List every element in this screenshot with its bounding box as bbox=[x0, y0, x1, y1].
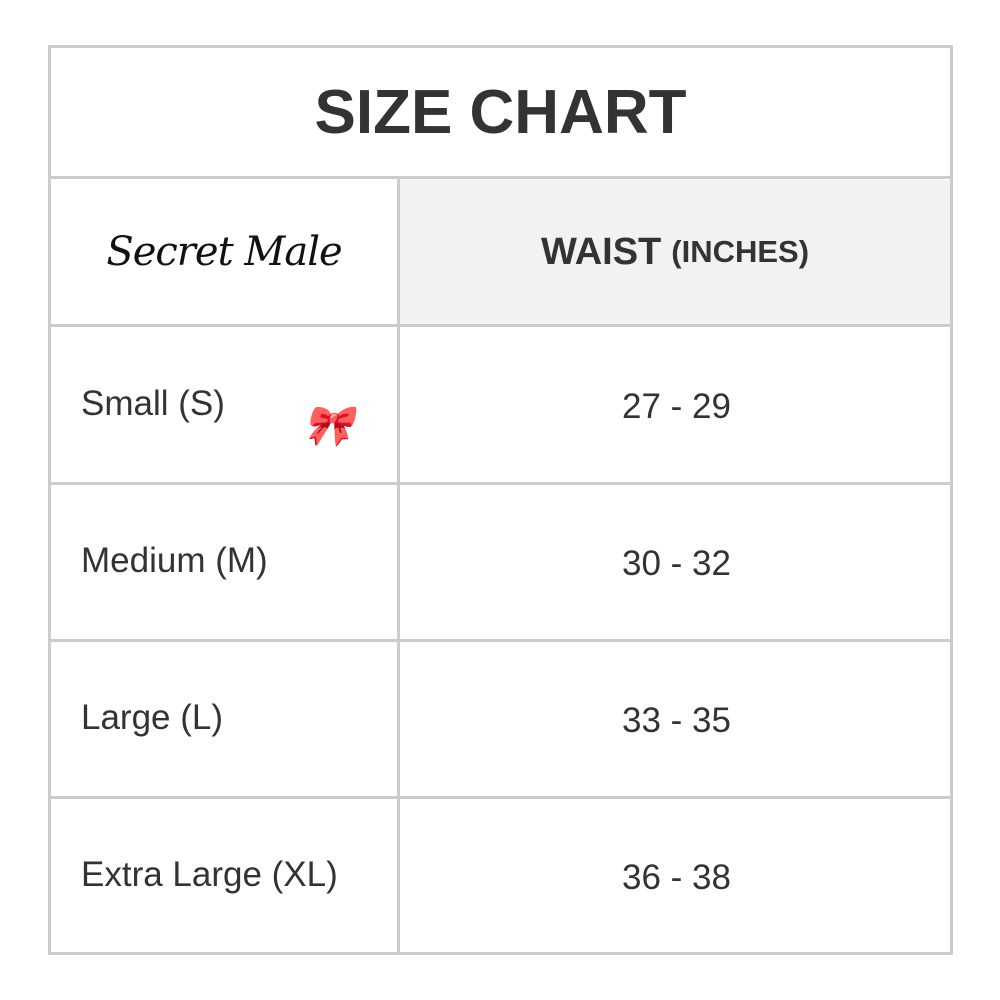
size-chart-table bbox=[48, 45, 953, 955]
divider bbox=[48, 796, 953, 799]
brand-logo: Secret Male 🎀 bbox=[51, 180, 397, 449]
size-label: Small (S) bbox=[81, 384, 225, 423]
waist-value: 27 - 29 bbox=[622, 387, 731, 426]
brand-logo-text: Secret Male bbox=[106, 229, 342, 275]
waist-header: WAIST (INCHES) bbox=[400, 180, 950, 324]
unit-label: (INCHES) bbox=[671, 234, 810, 269]
waist-value: 36 - 38 bbox=[622, 858, 731, 897]
size-label: Medium (M) bbox=[81, 541, 268, 580]
divider bbox=[48, 176, 953, 179]
chart-title: SIZE CHART bbox=[314, 77, 687, 147]
size-label: Large (L) bbox=[81, 698, 224, 737]
divider bbox=[48, 639, 953, 642]
column-divider bbox=[397, 177, 400, 952]
divider bbox=[48, 324, 953, 327]
bow-icon: 🎀 bbox=[303, 403, 353, 449]
waist-label: WAIST bbox=[540, 230, 662, 273]
waist-value: 33 - 35 bbox=[622, 701, 731, 740]
divider bbox=[48, 482, 953, 485]
size-label: Extra Large (XL) bbox=[81, 855, 338, 894]
waist-value: 30 - 32 bbox=[622, 544, 731, 583]
